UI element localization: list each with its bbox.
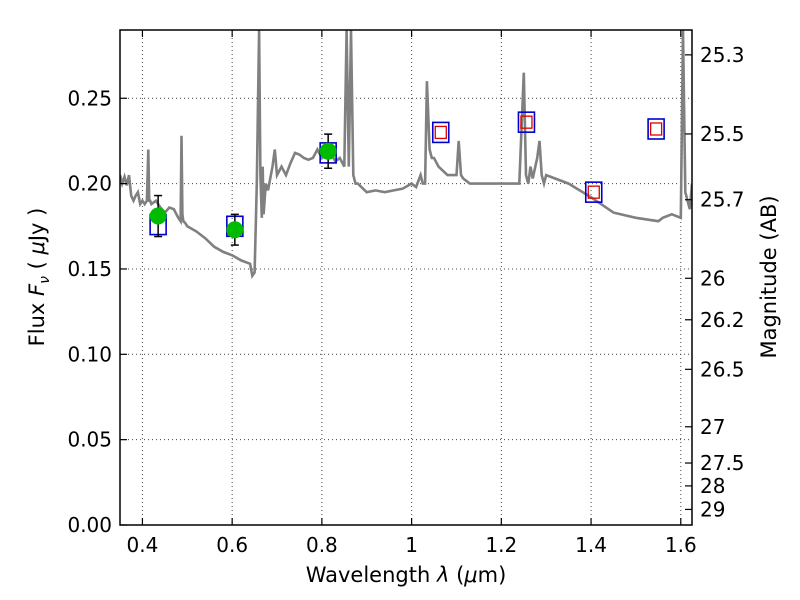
x-tick-label: 0.8	[306, 533, 338, 557]
x-tick-label: 0.6	[216, 533, 248, 557]
x-tick-label: 1	[405, 533, 418, 557]
magnitude-tick-label: 26.2	[700, 308, 745, 332]
magnitude-tick-label: 26	[700, 266, 725, 290]
magnitude-tick-label: 28	[700, 474, 725, 498]
magnitude-tick-label: 26.5	[700, 357, 745, 381]
x-tick-label: 1.4	[575, 533, 607, 557]
y-tick-label: 0.20	[67, 172, 112, 196]
observed-points	[149, 133, 337, 246]
model-spectrum-line	[120, 30, 692, 280]
x-axis-ticks: 0.4 0.6 0.8 1 1.2 1.4 1.6	[127, 30, 697, 557]
y-axis-ticks: 0.00 0.05 0.10 0.15 0.20 0.25	[67, 86, 127, 537]
magnitude-tick-label: 27.5	[700, 451, 745, 475]
y-tick-label: 0.25	[67, 86, 112, 110]
observed-point	[319, 142, 337, 160]
observed-point	[149, 207, 167, 225]
plot-frame	[119, 29, 693, 526]
magnitude-axis-label: Magnitude (AB)	[757, 195, 781, 358]
y-tick-label: 0.15	[67, 257, 112, 281]
model-point-inner	[520, 115, 533, 129]
x-tick-label: 0.4	[127, 533, 159, 557]
magnitude-tick-label: 27	[700, 415, 725, 439]
magnitude-tick-label: 25.3	[700, 43, 745, 67]
x-tick-label: 1.6	[665, 533, 697, 557]
y-tick-label: 0.00	[67, 513, 112, 537]
model-point-inner	[649, 122, 663, 136]
y-axis-label: Flux Fν ( μJy )	[25, 208, 53, 347]
x-axis-label: Wavelength λ (μm)	[306, 563, 507, 587]
magnitude-tick-label: 25.5	[700, 122, 745, 146]
x-tick-label: 1.2	[485, 533, 517, 557]
y-tick-label: 0.05	[67, 428, 112, 452]
model-point-box	[584, 181, 603, 203]
model-point-box	[647, 118, 665, 140]
model-point-inner	[434, 125, 447, 140]
magnitude-tick-label: 29	[700, 497, 725, 521]
model-point-box	[431, 121, 450, 144]
model-point-box	[517, 111, 536, 133]
y-tick-label: 0.10	[67, 342, 112, 366]
magnitude-tick-label: 25.7	[700, 188, 745, 212]
plot-area	[120, 30, 692, 280]
observed-point	[226, 221, 244, 239]
model-point-inner	[587, 185, 600, 199]
